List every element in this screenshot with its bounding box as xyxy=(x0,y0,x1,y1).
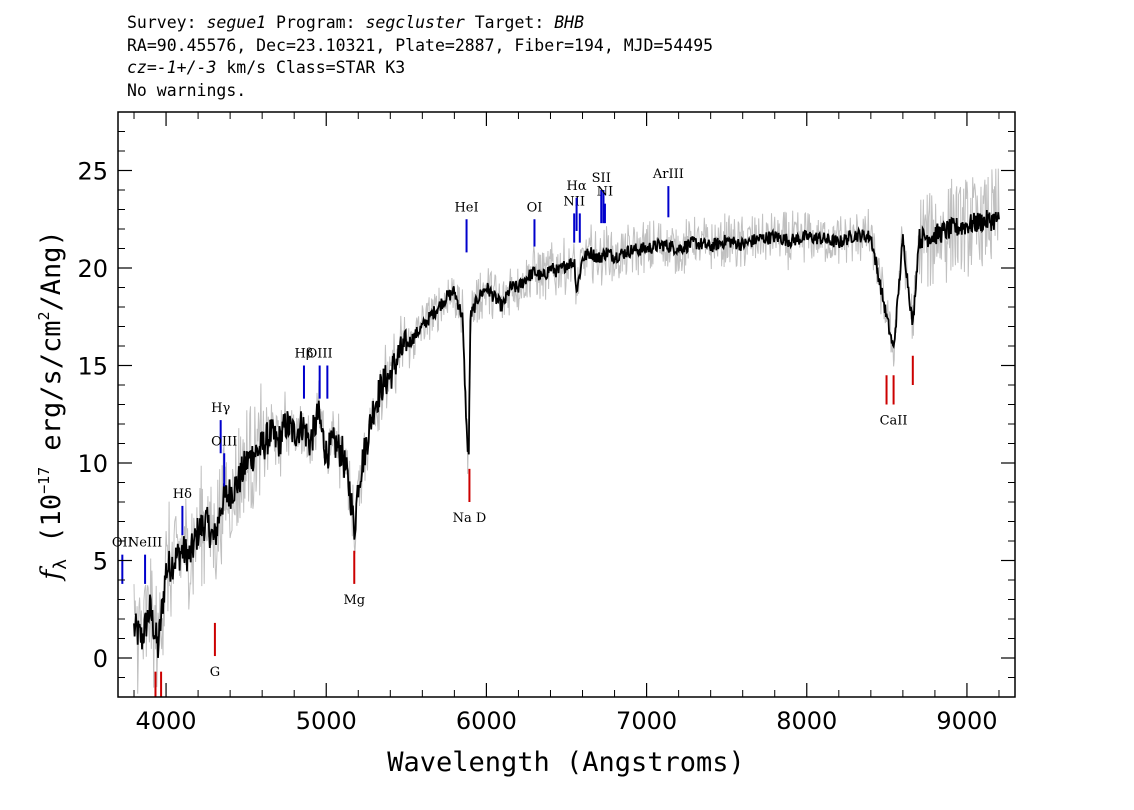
y-tick-label: 5 xyxy=(93,548,108,576)
header-line-coordinates: RA=90.45576, Dec=23.10321, Plate=2887, F… xyxy=(127,35,714,55)
x-tick-label: 9000 xyxy=(936,707,997,735)
line-marker-label: OI xyxy=(527,200,543,215)
program-value: segcluster xyxy=(365,13,465,32)
y-tick-label: 25 xyxy=(77,158,108,186)
line-marker-label: Na D xyxy=(453,511,487,526)
cz-value: cz=-1+/-3 xyxy=(127,58,217,77)
spectrum-header: Survey: segue1 Program: segcluster Targe… xyxy=(127,12,713,102)
y-tick-label: 15 xyxy=(77,353,108,381)
flux-line-layer xyxy=(133,209,1000,658)
y-tick-label: 0 xyxy=(93,645,108,673)
y-label-subscript: λ xyxy=(50,559,71,570)
line-marker-label: NI xyxy=(597,185,614,200)
class-value: km/s Class=STAR K3 xyxy=(216,58,406,77)
axis-ticks-layer: 4000 5000 6000 7000 8000 9000 0 5 10 15 20 25 xyxy=(77,112,1015,735)
target-label: Target: xyxy=(474,13,545,32)
x-tick-label: 4000 xyxy=(136,707,197,735)
x-tick-label: 8000 xyxy=(776,707,837,735)
x-axis-label: Wavelength (Angstroms) xyxy=(387,747,745,778)
line-marker-label: NII xyxy=(563,194,585,209)
line-marker-label: Hα xyxy=(567,179,587,194)
x-tick-label: 7000 xyxy=(616,707,677,735)
line-marker-label: CaII xyxy=(880,414,908,429)
y-label-mid: erg/s/cm xyxy=(36,321,67,467)
line-marker-label: Hδ xyxy=(173,487,192,502)
line-marker-label: ArIII xyxy=(652,167,684,182)
y-label-exponent: −17 xyxy=(35,467,53,494)
flux-line xyxy=(133,209,1000,658)
survey-value: segue1 xyxy=(206,13,267,32)
y-tick-label: 10 xyxy=(77,450,108,478)
line-marker-label: G xyxy=(210,665,220,680)
y-label-pre: (10 xyxy=(36,494,67,559)
header-line-redshift: cz=-1+/-3 km/s Class=STAR K3 xyxy=(127,57,713,80)
line-marker-label: NeIII xyxy=(128,536,162,551)
program-label: Program: xyxy=(276,13,356,32)
line-marker-label: Hγ xyxy=(211,401,230,416)
x-tick-label: 5000 xyxy=(296,707,357,735)
y-label-exponent2: 2 xyxy=(35,311,53,320)
y-label-post: /Ang) xyxy=(36,230,67,311)
survey-label: Survey: xyxy=(127,13,197,32)
header-line-survey: Survey: segue1 Program: segcluster Targe… xyxy=(127,12,713,35)
target-value: BHB xyxy=(554,13,585,32)
line-marker-label: Hβ xyxy=(295,347,314,362)
line-marker-label: OII xyxy=(112,536,133,551)
line-marker-label: Mg xyxy=(343,593,365,608)
x-tick-label: 6000 xyxy=(456,707,517,735)
y-axis-label: fλ (10−17 erg/s/cm2/Ang) xyxy=(35,230,71,582)
y-tick-label: 20 xyxy=(77,255,108,283)
line-marker-label: OIII xyxy=(307,347,333,362)
error-band-layer xyxy=(133,168,1000,694)
flux-error-band xyxy=(133,168,1000,694)
header-line-warnings: No warnings. xyxy=(127,80,247,100)
line-marker-label: SII xyxy=(592,171,611,186)
line-marker-label: OIII xyxy=(211,434,237,449)
line-marker-label: HeI xyxy=(454,200,478,215)
